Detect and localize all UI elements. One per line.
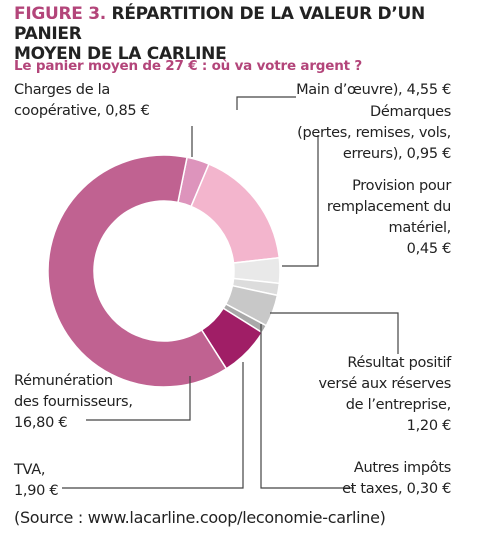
label-remuneration: Rémunération des fournisseurs, 16,80 € — [14, 373, 133, 431]
label-tva: TVA, 1,90 € — [14, 462, 59, 499]
source-note: (Source : www.lacarline.coop/leconomie-c… — [14, 508, 386, 527]
leader-demarques — [282, 135, 319, 267]
leader-resultat — [270, 312, 399, 354]
leader-autres — [260, 324, 354, 489]
figure-number: FIGURE 3. — [14, 4, 106, 24]
label-provision: Provision pour remplacement du matériel,… — [326, 178, 451, 257]
label-resultat: Résultat positif versé aux réserves de l… — [318, 355, 452, 434]
label-main-oeuvre: Main d’œuvre), 4,55 € — [296, 82, 451, 98]
donut-slice-1 — [190, 163, 281, 264]
figure-title: FIGURE 3. RÉPARTITION DE LA VALEUR D’UN … — [14, 4, 464, 64]
label-demarques: Démarques (pertes, remises, vols, erreur… — [297, 104, 451, 162]
leader-tva — [62, 362, 244, 489]
figure-title-line1: RÉPARTITION DE LA VALEUR D’UN PANIER — [14, 4, 425, 44]
label-autres: Autres impôts et taxes, 0,30 € — [342, 460, 451, 497]
label-charges: Charges de la coopérative, 0,85 € — [14, 82, 150, 119]
leader-remuneration — [86, 376, 191, 421]
figure-title-line2: MOYEN DE LA CARLINE — [14, 44, 227, 64]
leader-main-oeuvre — [236, 96, 296, 110]
chart-subtitle: Le panier moyen de 27 € : où va votre ar… — [14, 58, 363, 74]
donut-slice-7 — [47, 154, 228, 388]
